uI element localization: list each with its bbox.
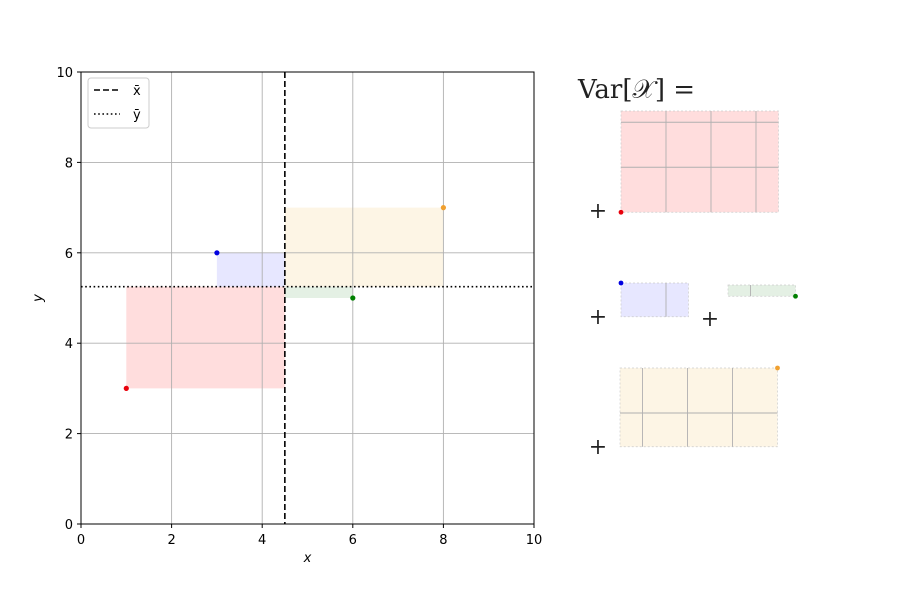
plus-sign: + <box>589 305 607 330</box>
y-tick-label: 0 <box>65 518 73 533</box>
scatter-plot: 0 2 4 6 8 10 0 2 4 6 8 10 x y x̄ ȳ <box>31 66 542 566</box>
deviation-rect-3 <box>284 286 353 298</box>
data-point-4 <box>440 205 446 211</box>
plus-sign: + <box>589 199 607 224</box>
axes-frame <box>80 71 535 525</box>
data-point-3 <box>350 295 356 301</box>
legend-label: ȳ <box>133 108 141 123</box>
plus-sign: + <box>589 435 607 460</box>
y-tick-label: 6 <box>65 247 73 262</box>
variance-box-fill <box>619 367 778 448</box>
box-data-point <box>775 365 780 371</box>
y-tick-label: 8 <box>65 156 73 171</box>
y-axis-label: y <box>31 294 46 303</box>
variance-box-4 <box>619 365 780 448</box>
x-tick-label: 2 <box>167 533 175 548</box>
x-tick-label: 0 <box>77 533 85 548</box>
deviation-rect-2 <box>216 252 285 287</box>
y-tick-label: 2 <box>65 428 73 443</box>
deviation-rect-1 <box>126 286 285 389</box>
variance-box-fill <box>620 282 689 318</box>
box-data-point <box>793 293 798 299</box>
data-point-1 <box>123 385 129 391</box>
box-data-point <box>618 280 624 286</box>
data-point-2 <box>214 250 220 256</box>
variance-box-1 <box>618 110 779 215</box>
x-tick-label: 6 <box>349 533 357 548</box>
x-tick-label: 4 <box>258 533 266 548</box>
variance-decomposition-panel: Var[𝒳] = + + + + <box>577 75 798 460</box>
deviation-rect-4 <box>284 207 444 287</box>
x-tick-label: 10 <box>526 533 543 548</box>
variance-box-2 <box>618 280 689 318</box>
variance-box-fill <box>620 110 779 213</box>
y-tick-label: 4 <box>65 337 73 352</box>
legend: x̄ ȳ <box>87 77 150 129</box>
x-tick-label: 8 <box>439 533 447 548</box>
legend-label: x̄ <box>133 84 141 99</box>
variance-formula: Var[𝒳] = <box>577 75 695 105</box>
variance-box-3 <box>727 284 798 299</box>
x-axis-label: x <box>303 551 312 566</box>
y-tick-label: 10 <box>56 66 73 81</box>
variance-box-fill <box>727 284 796 297</box>
plus-sign: + <box>701 307 719 332</box>
box-data-point <box>618 209 624 215</box>
